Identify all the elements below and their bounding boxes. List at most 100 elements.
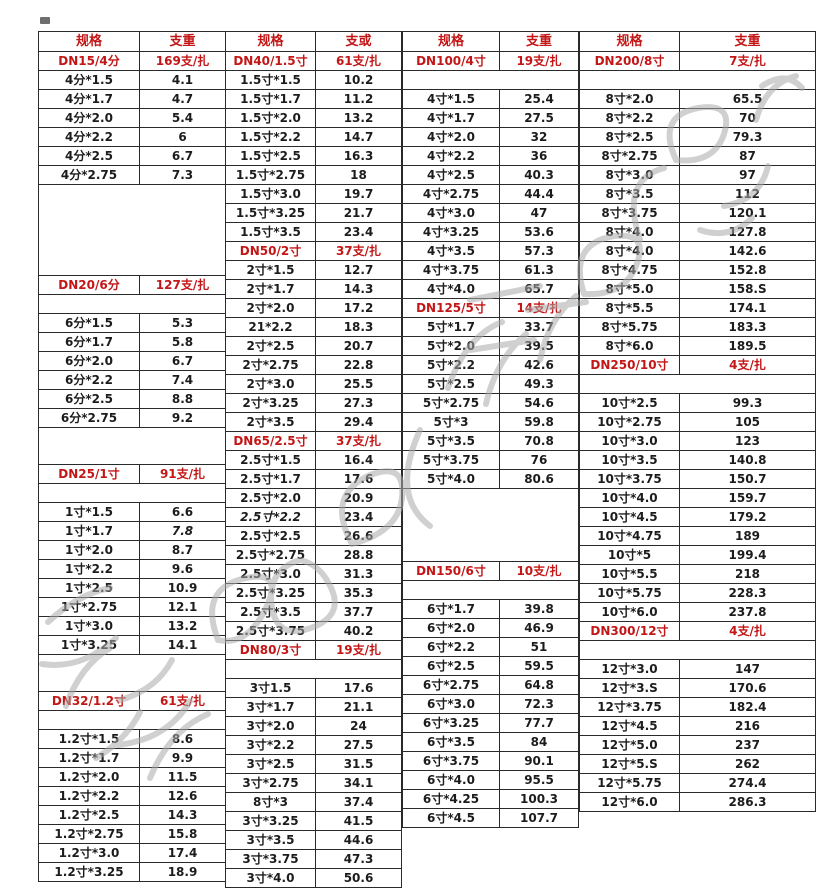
spec-cell: 8寸*2.75: [579, 146, 680, 166]
weight-cell: 9.6: [139, 559, 226, 579]
data-row: 8寸*3.5 112: [579, 184, 816, 204]
spec-cell: 5寸*3.5: [402, 431, 500, 451]
table-dn40-dn80: 规格 支或 DN40/1.5寸 61支/扎 1.5寸*1.5 10.2 1.5寸*1.7 11…: [225, 31, 402, 888]
spec-cell: 10寸*3.5: [579, 450, 680, 470]
data-row: 6寸*3.0 72.3: [402, 694, 579, 714]
data-row: 4寸*1.5 25.4: [402, 89, 579, 109]
spec-cell: DN20/6分: [38, 275, 140, 295]
spec-cell: 4寸*3.0: [402, 203, 500, 223]
weight-cell: 12.6: [139, 786, 226, 806]
data-row: 1.2寸*1.7 9.9: [38, 748, 226, 768]
spec-cell: 4寸*1.5: [402, 89, 500, 109]
data-row: 1寸*2.2 9.6: [38, 559, 226, 579]
weight-cell: 7.4: [139, 370, 226, 390]
spec-cell: 8寸*2.0: [579, 89, 680, 109]
section-row: DN50/2寸 37支/扎: [225, 241, 402, 261]
data-row: 1.2寸*3.0 17.4: [38, 843, 226, 863]
data-row: 1.5寸*2.75 18: [225, 165, 402, 185]
merged-blank-cell: [38, 483, 226, 503]
spec-cell: 8寸*5.5: [579, 298, 680, 318]
weight-cell: 10.2: [315, 70, 402, 90]
spec-cell: 21*2.2: [225, 317, 316, 337]
data-row: 5寸*2.5 49.3: [402, 374, 579, 394]
weight-cell: 29.4: [315, 412, 402, 432]
spec-cell: 5寸*3: [402, 412, 500, 432]
spec-cell: 8寸*4.75: [579, 260, 680, 280]
spec-cell: DN80/3寸: [225, 640, 316, 660]
gap-row: [38, 483, 226, 503]
weight-cell: 8.8: [139, 389, 226, 409]
weight-cell: 15.8: [139, 824, 226, 844]
data-row: 1寸*3.25 14.1: [38, 635, 226, 655]
section-row: DN15/4分 169支/扎: [38, 51, 226, 71]
data-row: 2寸*3.25 27.3: [225, 393, 402, 413]
data-row: 1寸*1.7 7.8: [38, 521, 226, 541]
spec-cell: 12寸*5.S: [579, 754, 680, 774]
data-row: 8寸*2.2 70: [579, 108, 816, 128]
weight-col-header: 支重: [139, 31, 226, 52]
weight-cell: 100.3: [499, 789, 579, 809]
spec-cell: 3寸*2.5: [225, 754, 316, 774]
weight-cell: 7支/扎: [679, 51, 816, 71]
spec-cell: 6寸*3.75: [402, 751, 500, 771]
weight-cell: 142.6: [679, 241, 816, 261]
data-row: 10寸*4.75 189: [579, 526, 816, 546]
data-row: 1.2寸*3.25 18.9: [38, 862, 226, 882]
data-row: 4分*1.7 4.7: [38, 89, 226, 109]
weight-cell: 4支/扎: [679, 355, 816, 375]
data-row: 10寸*2.5 99.3: [579, 393, 816, 413]
data-row: 6分*2.0 6.7: [38, 351, 226, 371]
weight-cell: 19支/扎: [315, 640, 402, 660]
spec-cell: 8寸*3.0: [579, 165, 680, 185]
weight-cell: 10.9: [139, 578, 226, 598]
data-row: 5寸*3 59.8: [402, 412, 579, 432]
data-row: 6寸*2.75 64.8: [402, 675, 579, 695]
merged-blank-cell: [579, 70, 816, 90]
weight-cell: 120.1: [679, 203, 816, 223]
gap-row: [579, 374, 816, 394]
spec-cell: 2.5寸*3.0: [225, 564, 316, 584]
spec-cell: 10寸*5.75: [579, 583, 680, 603]
data-row: 2.5寸*2.0 20.9: [225, 488, 402, 508]
merged-blank-cell: [579, 640, 816, 660]
weight-cell: 179.2: [679, 507, 816, 527]
spec-cell: 12寸*5.75: [579, 773, 680, 793]
weight-cell: 42.6: [499, 355, 579, 375]
section-row: DN65/2.5寸 37支/扎: [225, 431, 402, 451]
spec-cell: 1.2寸*3.25: [38, 862, 140, 882]
merged-blank-cell: [38, 710, 226, 730]
spec-cell: 1寸*2.5: [38, 578, 140, 598]
weight-cell: 36: [499, 146, 579, 166]
weight-cell: 11.5: [139, 767, 226, 787]
weight-cell: 7.3: [139, 165, 226, 185]
spec-cell: 6寸*1.7: [402, 599, 500, 619]
spec-cell: 2.5寸*2.0: [225, 488, 316, 508]
merged-blank-cell: [402, 488, 579, 562]
data-row: 6分*2.75 9.2: [38, 408, 226, 428]
data-row: 1寸*2.5 10.9: [38, 578, 226, 598]
weight-cell: 37支/扎: [315, 241, 402, 261]
spec-cell: 1.2寸*1.7: [38, 748, 140, 768]
data-row: 4寸*1.7 27.5: [402, 108, 579, 128]
spec-cell: 6分*2.0: [38, 351, 140, 371]
weight-cell: 4支/扎: [679, 621, 816, 641]
data-row: 2寸*3.0 25.5: [225, 374, 402, 394]
spec-col-header: 规格: [225, 31, 316, 52]
data-row: 4寸*4.0 65.7: [402, 279, 579, 299]
spec-cell: 1寸*3.0: [38, 616, 140, 636]
merged-blank-cell: [38, 294, 226, 314]
weight-cell: 25.5: [315, 374, 402, 394]
spec-cell: DN40/1.5寸: [225, 51, 316, 71]
weight-cell: 28.8: [315, 545, 402, 565]
spec-cell: 10寸*2.75: [579, 412, 680, 432]
spec-cell: 5寸*2.2: [402, 355, 500, 375]
spec-cell: 2.5寸*2.5: [225, 526, 316, 546]
data-row: 5寸*2.75 54.6: [402, 393, 579, 413]
data-row: 6寸*2.5 59.5: [402, 656, 579, 676]
spec-cell: 12寸*6.0: [579, 792, 680, 812]
weight-cell: 13.2: [315, 108, 402, 128]
data-row: 2寸*1.5 12.7: [225, 260, 402, 280]
weight-cell: 61支/扎: [315, 51, 402, 71]
spec-cell: 4寸*3.5: [402, 241, 500, 261]
weight-cell: 65.7: [499, 279, 579, 299]
